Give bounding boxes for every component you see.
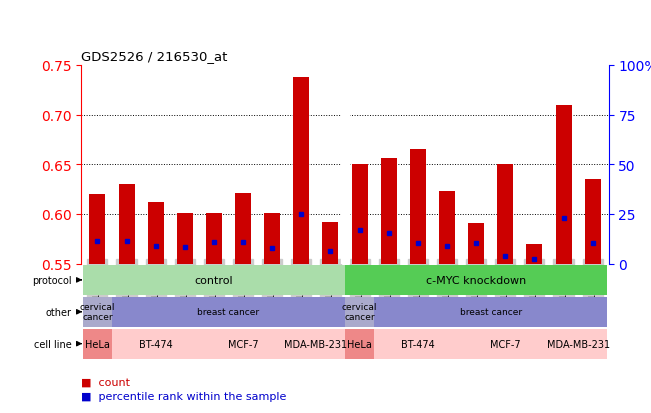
Bar bbox=[112, 297, 345, 327]
Bar bbox=[322, 222, 339, 264]
Bar bbox=[83, 265, 345, 295]
Text: control: control bbox=[195, 275, 233, 285]
Text: BT-474: BT-474 bbox=[139, 339, 173, 349]
Bar bbox=[148, 202, 163, 264]
Text: MDA-MB-231: MDA-MB-231 bbox=[547, 339, 609, 349]
Text: protocol: protocol bbox=[32, 275, 72, 285]
Bar bbox=[468, 223, 484, 264]
Bar bbox=[340, 66, 350, 264]
Bar bbox=[374, 329, 462, 358]
Text: MCF-7: MCF-7 bbox=[490, 339, 521, 349]
Bar bbox=[89, 195, 105, 264]
Bar bbox=[549, 329, 607, 358]
Bar bbox=[286, 329, 345, 358]
Text: MCF-7: MCF-7 bbox=[228, 339, 258, 349]
Bar bbox=[410, 150, 426, 264]
Bar bbox=[555, 105, 572, 264]
Text: breast cancer: breast cancer bbox=[197, 308, 260, 316]
Bar bbox=[527, 244, 542, 264]
Bar bbox=[199, 329, 286, 358]
Text: other: other bbox=[46, 307, 72, 317]
Bar bbox=[83, 297, 112, 327]
Bar bbox=[235, 194, 251, 264]
Bar bbox=[294, 78, 309, 264]
Text: GDS2526 / 216530_at: GDS2526 / 216530_at bbox=[81, 50, 228, 63]
Bar bbox=[83, 329, 112, 358]
Bar bbox=[118, 185, 135, 264]
Text: cell line: cell line bbox=[34, 339, 72, 349]
Bar bbox=[264, 214, 280, 264]
Text: c-MYC knockdown: c-MYC knockdown bbox=[426, 275, 526, 285]
Bar bbox=[206, 214, 222, 264]
Text: cervical
cancer: cervical cancer bbox=[79, 302, 115, 322]
Bar bbox=[112, 329, 199, 358]
Bar bbox=[345, 265, 607, 295]
Bar bbox=[374, 297, 607, 327]
Text: cervical
cancer: cervical cancer bbox=[342, 302, 378, 322]
Bar bbox=[352, 165, 368, 264]
Bar bbox=[439, 192, 455, 264]
Text: breast cancer: breast cancer bbox=[460, 308, 521, 316]
Text: HeLa: HeLa bbox=[85, 339, 110, 349]
Text: HeLa: HeLa bbox=[347, 339, 372, 349]
Bar bbox=[177, 214, 193, 264]
Text: MDA-MB-231: MDA-MB-231 bbox=[284, 339, 348, 349]
Bar bbox=[345, 297, 374, 327]
Bar bbox=[462, 329, 549, 358]
Bar bbox=[381, 159, 396, 264]
Bar bbox=[585, 180, 601, 264]
Bar bbox=[497, 165, 513, 264]
Bar bbox=[345, 329, 374, 358]
Text: ■  percentile rank within the sample: ■ percentile rank within the sample bbox=[81, 392, 286, 401]
Text: ■  count: ■ count bbox=[81, 377, 130, 387]
Text: BT-474: BT-474 bbox=[401, 339, 435, 349]
